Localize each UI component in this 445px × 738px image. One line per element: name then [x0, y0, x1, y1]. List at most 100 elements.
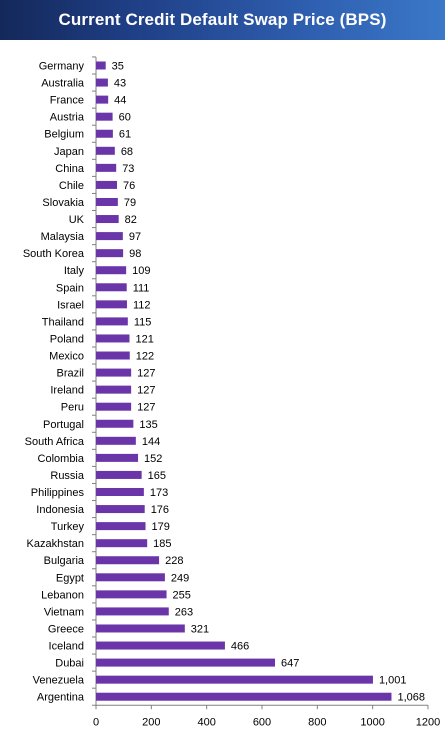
x-tick-label: 200 — [142, 716, 160, 728]
bar-philippines — [96, 488, 144, 496]
bar-malaysia — [96, 232, 123, 241]
bar-poland — [96, 334, 130, 343]
bar-japan — [96, 146, 115, 155]
bar-portugal — [96, 419, 134, 428]
category-label: Vietnam — [44, 606, 84, 618]
category-label: Kazakhstan — [27, 538, 84, 550]
bar-slovakia — [96, 197, 118, 206]
value-label: 82 — [125, 214, 137, 226]
value-label: 1,068 — [397, 692, 425, 704]
value-label: 466 — [231, 641, 249, 653]
category-label: UK — [69, 214, 85, 226]
category-label: Iceland — [49, 641, 84, 653]
bar-china — [96, 163, 117, 172]
bar-egypt — [96, 573, 165, 582]
category-label: China — [55, 163, 85, 175]
bar-chart: Germany 35 Australia 43 France 44 Austria 60 Bel… — [23, 56, 440, 728]
category-label: Brazil — [56, 368, 84, 380]
bar-venezuela — [96, 675, 373, 684]
category-label: Belgium — [44, 129, 84, 141]
category-label: Poland — [50, 333, 84, 345]
value-label: 165 — [148, 470, 166, 482]
bar-turkey — [96, 522, 146, 531]
value-label: 152 — [144, 453, 162, 465]
bar-austria — [96, 112, 113, 121]
bar-indonesia — [96, 505, 145, 514]
category-label: Israel — [57, 299, 84, 311]
category-label: Indonesia — [36, 504, 85, 516]
category-label: South Africa — [25, 436, 85, 448]
bar-south-africa — [96, 436, 136, 445]
value-label: 35 — [112, 61, 124, 73]
bar-colombia — [96, 453, 139, 462]
category-label: Slovakia — [42, 197, 84, 209]
bar-greece — [96, 624, 185, 633]
bar-germany — [96, 61, 106, 70]
category-label: Turkey — [51, 521, 85, 533]
bar-brazil — [96, 368, 132, 377]
category-label: Bulgaria — [44, 555, 85, 567]
category-label: Venezuela — [33, 675, 85, 687]
value-label: 179 — [152, 521, 170, 533]
x-tick-label: 400 — [197, 716, 215, 728]
value-label: 127 — [137, 368, 155, 380]
category-label: Philippines — [31, 487, 85, 499]
value-label: 127 — [137, 402, 155, 414]
x-tick-label: 1200 — [416, 716, 440, 728]
value-label: 249 — [171, 572, 189, 584]
value-label: 44 — [114, 95, 126, 107]
category-label: Chile — [59, 180, 84, 192]
value-label: 127 — [137, 385, 155, 397]
x-tick-label: 1000 — [360, 716, 384, 728]
bar-italy — [96, 266, 127, 275]
bar-ireland — [96, 385, 132, 394]
category-label: Italy — [64, 265, 85, 277]
value-label: 61 — [119, 129, 131, 141]
value-label: 1,001 — [379, 675, 407, 687]
value-label: 185 — [153, 538, 171, 550]
category-label: Australia — [41, 78, 85, 90]
value-label: 109 — [132, 265, 150, 277]
bar-lebanon — [96, 590, 167, 599]
category-label: Lebanon — [41, 589, 84, 601]
value-label: 647 — [281, 658, 299, 670]
value-label: 60 — [119, 112, 131, 124]
value-label: 68 — [121, 146, 133, 158]
value-label: 144 — [142, 436, 160, 448]
value-label: 43 — [114, 78, 126, 90]
bar-chile — [96, 180, 118, 189]
value-label: 263 — [175, 606, 193, 618]
bar-belgium — [96, 129, 113, 138]
bar-kazakhstan — [96, 539, 148, 548]
bar-mexico — [96, 351, 130, 360]
value-label: 112 — [133, 299, 151, 311]
category-label: Dubai — [55, 658, 84, 670]
value-label: 111 — [133, 282, 150, 294]
bar-bulgaria — [96, 556, 160, 565]
value-label: 135 — [139, 419, 157, 431]
value-label: 76 — [123, 180, 135, 192]
category-label: Japan — [54, 146, 84, 158]
x-tick-label: 800 — [308, 716, 326, 728]
category-label: Austria — [50, 112, 85, 124]
category-label: Portugal — [43, 419, 84, 431]
value-label: 321 — [191, 623, 209, 635]
bar-dubai — [96, 658, 276, 667]
chart-title-bar: Current Credit Default Swap Price (BPS) — [0, 0, 445, 40]
value-label: 173 — [150, 487, 168, 499]
value-label: 255 — [173, 589, 191, 601]
bar-peru — [96, 402, 132, 411]
category-label: Thailand — [42, 316, 84, 328]
category-label: Mexico — [49, 351, 84, 363]
category-label: Colombia — [38, 453, 85, 465]
category-label: Argentina — [37, 692, 85, 704]
bar-australia — [96, 78, 108, 87]
value-label: 79 — [124, 197, 136, 209]
value-label: 122 — [136, 351, 154, 363]
category-label: Russia — [50, 470, 85, 482]
category-label: Malaysia — [41, 231, 85, 243]
value-label: 176 — [151, 504, 169, 516]
bar-russia — [96, 470, 142, 479]
bar-vietnam — [96, 607, 169, 616]
category-label: Egypt — [56, 572, 84, 584]
